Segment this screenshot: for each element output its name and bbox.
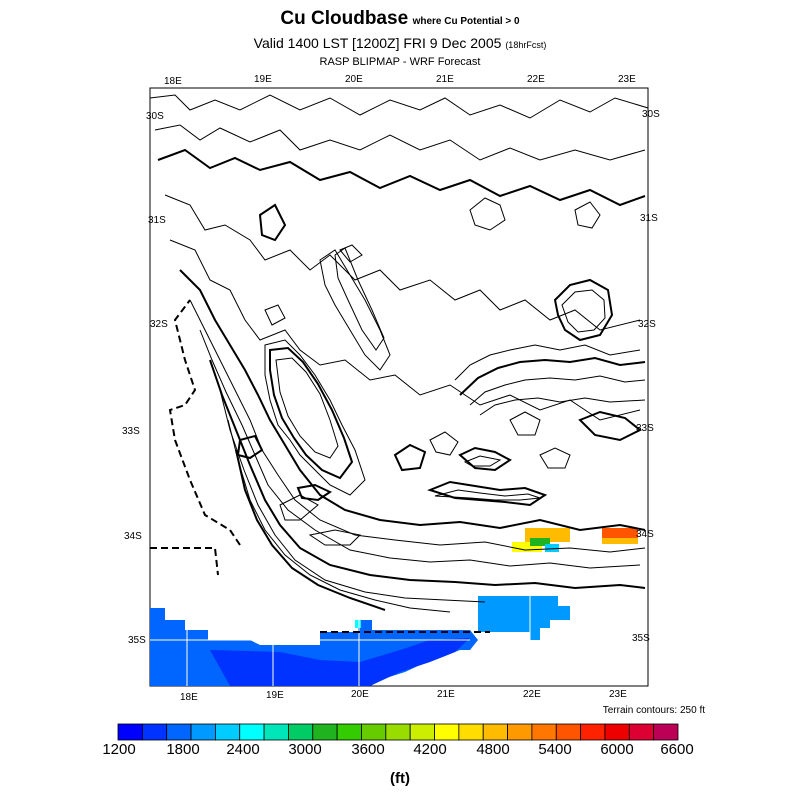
right-lat-32s: 32S	[638, 319, 656, 330]
top-lon-19e: 19E	[254, 74, 272, 85]
coastline	[150, 299, 490, 633]
bottom-lon-22e: 22E	[523, 689, 541, 700]
ocean-field-deep	[210, 638, 470, 686]
graticule	[150, 596, 531, 686]
colorbar-units: (ft)	[390, 770, 410, 787]
forecast-hour-note: (18hrFcst)	[505, 40, 547, 50]
right-lat-34s: 34S	[636, 529, 654, 540]
cool-cell-1	[530, 538, 550, 546]
left-lat-33s: 33S	[122, 426, 140, 437]
right-lat-35s: 35S	[632, 633, 650, 644]
top-lon-21e: 21E	[436, 74, 454, 85]
right-lat-30s: 30S	[642, 109, 660, 120]
bottom-lon-20e: 20E	[351, 689, 369, 700]
top-lon-22e: 22E	[527, 74, 545, 85]
bottom-lon-21e: 21E	[437, 689, 455, 700]
right-lat-33s: 33S	[636, 423, 654, 434]
cb-tick-3000: 3000	[288, 741, 322, 758]
top-lon-23e: 23E	[618, 74, 636, 85]
right-lat-31s: 31S	[640, 213, 658, 224]
cb-tick-4200: 4200	[413, 741, 447, 758]
bottom-lon-23e: 23E	[609, 689, 627, 700]
left-lat-30s: 30S	[146, 111, 164, 122]
cb-tick-5400: 5400	[538, 741, 572, 758]
terrain-contour-note: Terrain contours: 250 ft	[602, 705, 705, 716]
valid-line: Valid 1400 LST [1200Z] FRI 9 Dec 2005	[253, 35, 502, 51]
title-main: Cu Cloudbase	[280, 8, 409, 29]
cb-tick-6000: 6000	[600, 741, 634, 758]
left-lat-31s: 31S	[148, 215, 166, 226]
title-suffix: where Cu Potential > 0	[412, 16, 520, 27]
warm-cell-2	[602, 528, 638, 540]
top-lon-18e: 18E	[164, 76, 182, 87]
warm-cell-4	[512, 542, 542, 552]
bottom-lon-19e: 19E	[266, 690, 284, 701]
warm-cell-3	[602, 538, 638, 544]
cb-tick-2400: 2400	[226, 741, 260, 758]
cool-cell-3	[355, 620, 361, 628]
top-lon-20e: 20E	[345, 74, 363, 85]
valid-time-line: Valid 1400 LST [1200Z] FRI 9 Dec 2005 (1…	[0, 35, 800, 51]
cb-tick-1200: 1200	[102, 741, 136, 758]
left-lat-34s: 34S	[124, 531, 142, 542]
terrain-contours	[149, 94, 649, 613]
left-lat-32s: 32S	[150, 319, 168, 330]
cb-tick-4800: 4800	[476, 741, 510, 758]
cool-cell-2	[545, 544, 559, 552]
bottom-lon-18e: 18E	[180, 692, 198, 703]
cb-tick-1800: 1800	[166, 741, 200, 758]
plot-frame	[149, 87, 649, 687]
map-title: Cu Cloudbase where Cu Potential > 0	[0, 8, 800, 30]
left-lat-35s: 35S	[128, 635, 146, 646]
source-line: RASP BLIPMAP - WRF Forecast	[319, 56, 481, 68]
ocean-field-east-light	[482, 600, 556, 612]
cb-tick-3600: 3600	[351, 741, 385, 758]
cloudbase-field	[150, 528, 638, 686]
cb-tick-6600: 6600	[660, 741, 694, 758]
